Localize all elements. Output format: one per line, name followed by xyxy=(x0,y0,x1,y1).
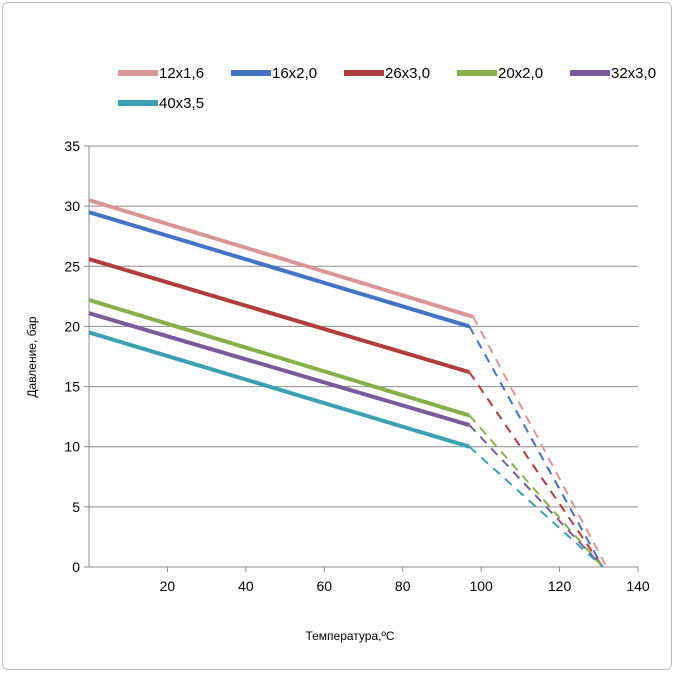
series-line-solid xyxy=(88,311,470,427)
y-tick-label: 25 xyxy=(64,258,80,274)
series-line-solid xyxy=(88,198,474,319)
x-axis-title: Температура,ºС xyxy=(305,629,394,643)
x-tick-label: 120 xyxy=(548,578,572,594)
series-lines xyxy=(88,198,608,568)
series-line-solid xyxy=(88,210,470,329)
x-tick-label: 80 xyxy=(395,578,411,594)
series-line-dashed xyxy=(468,445,604,568)
y-tick-label: 20 xyxy=(64,318,80,334)
chart-frame xyxy=(2,2,672,670)
legend-label: 32х3,0 xyxy=(611,65,656,82)
legend-label: 20х2,0 xyxy=(498,65,543,82)
y-tick-label: 0 xyxy=(72,559,80,575)
y-tick-label: 15 xyxy=(64,379,80,395)
y-axis-title: Давление, бар xyxy=(25,316,39,398)
series-line-dashed xyxy=(468,371,604,568)
series-line-dashed xyxy=(468,414,604,568)
series-line-dashed xyxy=(468,325,604,568)
legend-item: 16х2,0 xyxy=(231,65,317,82)
legend-label: 16х2,0 xyxy=(272,65,317,82)
y-tick-label: 10 xyxy=(64,439,80,455)
legend-item: 26х3,0 xyxy=(344,65,430,82)
series-line-solid xyxy=(88,257,470,375)
y-tick-label: 30 xyxy=(64,198,80,214)
x-tick-label: 20 xyxy=(160,578,176,594)
legend-item: 40х3,5 xyxy=(118,95,204,112)
legend-item: 20х2,0 xyxy=(457,65,543,82)
x-tick-labels: 20 40 60 80 100 120 140 xyxy=(160,578,650,594)
x-tick-label: 100 xyxy=(469,578,493,594)
y-tick-label: 5 xyxy=(72,499,80,515)
series-line-solid xyxy=(88,298,470,418)
legend-label: 40х3,5 xyxy=(159,95,204,112)
legend-item: 12х1,6 xyxy=(118,65,204,82)
series-line-solid xyxy=(88,330,470,449)
x-tick-label: 140 xyxy=(626,578,650,594)
legend-item: 32х3,0 xyxy=(570,65,656,82)
x-tick-label: 40 xyxy=(238,578,254,594)
x-tick-label: 60 xyxy=(316,578,332,594)
axes xyxy=(84,145,639,572)
legend-label: 12х1,6 xyxy=(159,65,204,82)
y-tick-label: 35 xyxy=(64,138,80,154)
legend-label: 26х3,0 xyxy=(385,65,430,82)
legend: 12х1,6 16х2,0 26х3,0 20х2,0 32х3,0 40х3,5 xyxy=(118,65,656,112)
series-line-dashed xyxy=(468,424,604,568)
y-tick-labels: 0 5 10 15 20 25 30 35 xyxy=(64,138,80,575)
